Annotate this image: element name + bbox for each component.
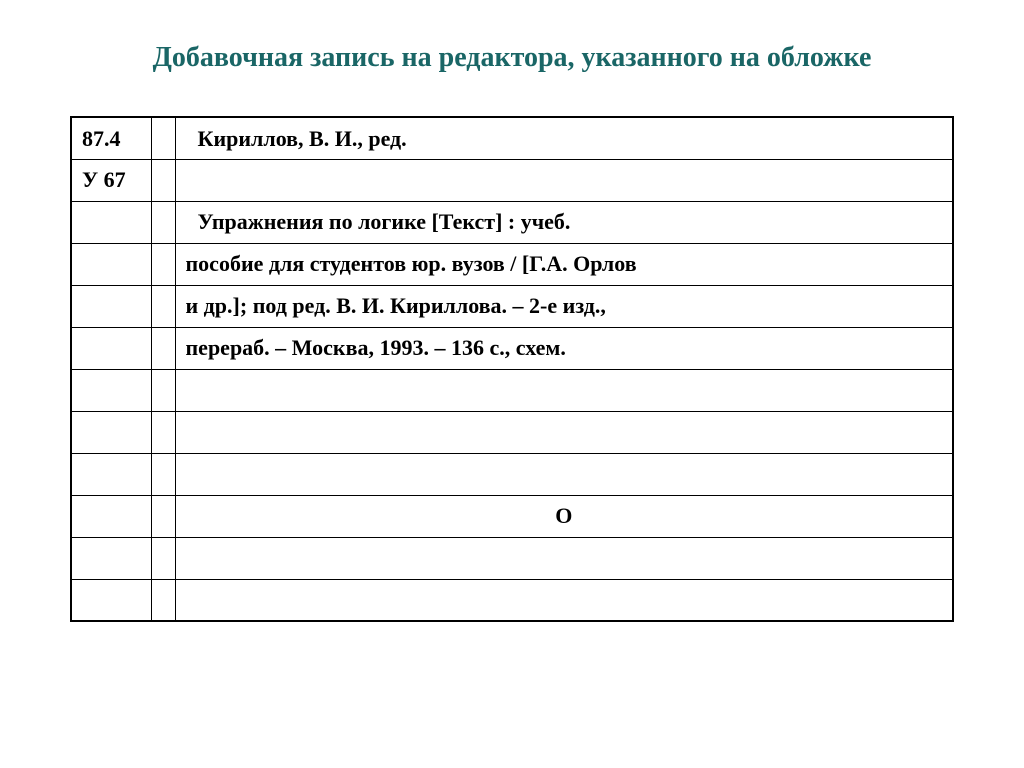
content-cell: Кириллов, В. И., ред. [175, 117, 953, 159]
divider-cell [151, 159, 175, 201]
content-cell [175, 369, 953, 411]
catalog-card-table: 87.4 Кириллов, В. И., ред. У 67 Упражнен… [70, 116, 954, 622]
code-cell [71, 495, 151, 537]
table-row [71, 537, 953, 579]
content-cell [175, 537, 953, 579]
page-title: Добавочная запись на редактора, указанно… [70, 40, 954, 76]
content-cell: и др.]; под ред. В. И. Кириллова. – 2-е … [175, 285, 953, 327]
divider-cell [151, 243, 175, 285]
divider-cell [151, 411, 175, 453]
table-row [71, 369, 953, 411]
divider-cell [151, 579, 175, 621]
code-cell [71, 369, 151, 411]
table-row [71, 579, 953, 621]
code-cell: 87.4 [71, 117, 151, 159]
code-cell [71, 579, 151, 621]
divider-cell [151, 369, 175, 411]
content-cell: перераб. – Москва, 1993. – 136 с., схем. [175, 327, 953, 369]
content-cell: пособие для студентов юр. вузов / [Г.А. … [175, 243, 953, 285]
table-row: У 67 [71, 159, 953, 201]
table-row [71, 453, 953, 495]
divider-cell [151, 495, 175, 537]
code-cell [71, 243, 151, 285]
divider-cell [151, 453, 175, 495]
divider-cell [151, 327, 175, 369]
code-cell [71, 327, 151, 369]
code-cell: У 67 [71, 159, 151, 201]
divider-cell [151, 117, 175, 159]
code-cell [71, 201, 151, 243]
content-cell [175, 579, 953, 621]
content-cell: Упражнения по логике [Текст] : учеб. [175, 201, 953, 243]
table-row [71, 411, 953, 453]
code-cell [71, 537, 151, 579]
content-cell [175, 453, 953, 495]
content-cell-marker: О [175, 495, 953, 537]
table-body: 87.4 Кириллов, В. И., ред. У 67 Упражнен… [71, 117, 953, 621]
table-row: и др.]; под ред. В. И. Кириллова. – 2-е … [71, 285, 953, 327]
content-cell [175, 411, 953, 453]
code-cell [71, 453, 151, 495]
code-cell [71, 285, 151, 327]
divider-cell [151, 285, 175, 327]
table-row: Упражнения по логике [Текст] : учеб. [71, 201, 953, 243]
table-row: перераб. – Москва, 1993. – 136 с., схем. [71, 327, 953, 369]
table-row: О [71, 495, 953, 537]
divider-cell [151, 537, 175, 579]
code-cell [71, 411, 151, 453]
table-row: 87.4 Кириллов, В. И., ред. [71, 117, 953, 159]
table-row: пособие для студентов юр. вузов / [Г.А. … [71, 243, 953, 285]
divider-cell [151, 201, 175, 243]
content-cell [175, 159, 953, 201]
